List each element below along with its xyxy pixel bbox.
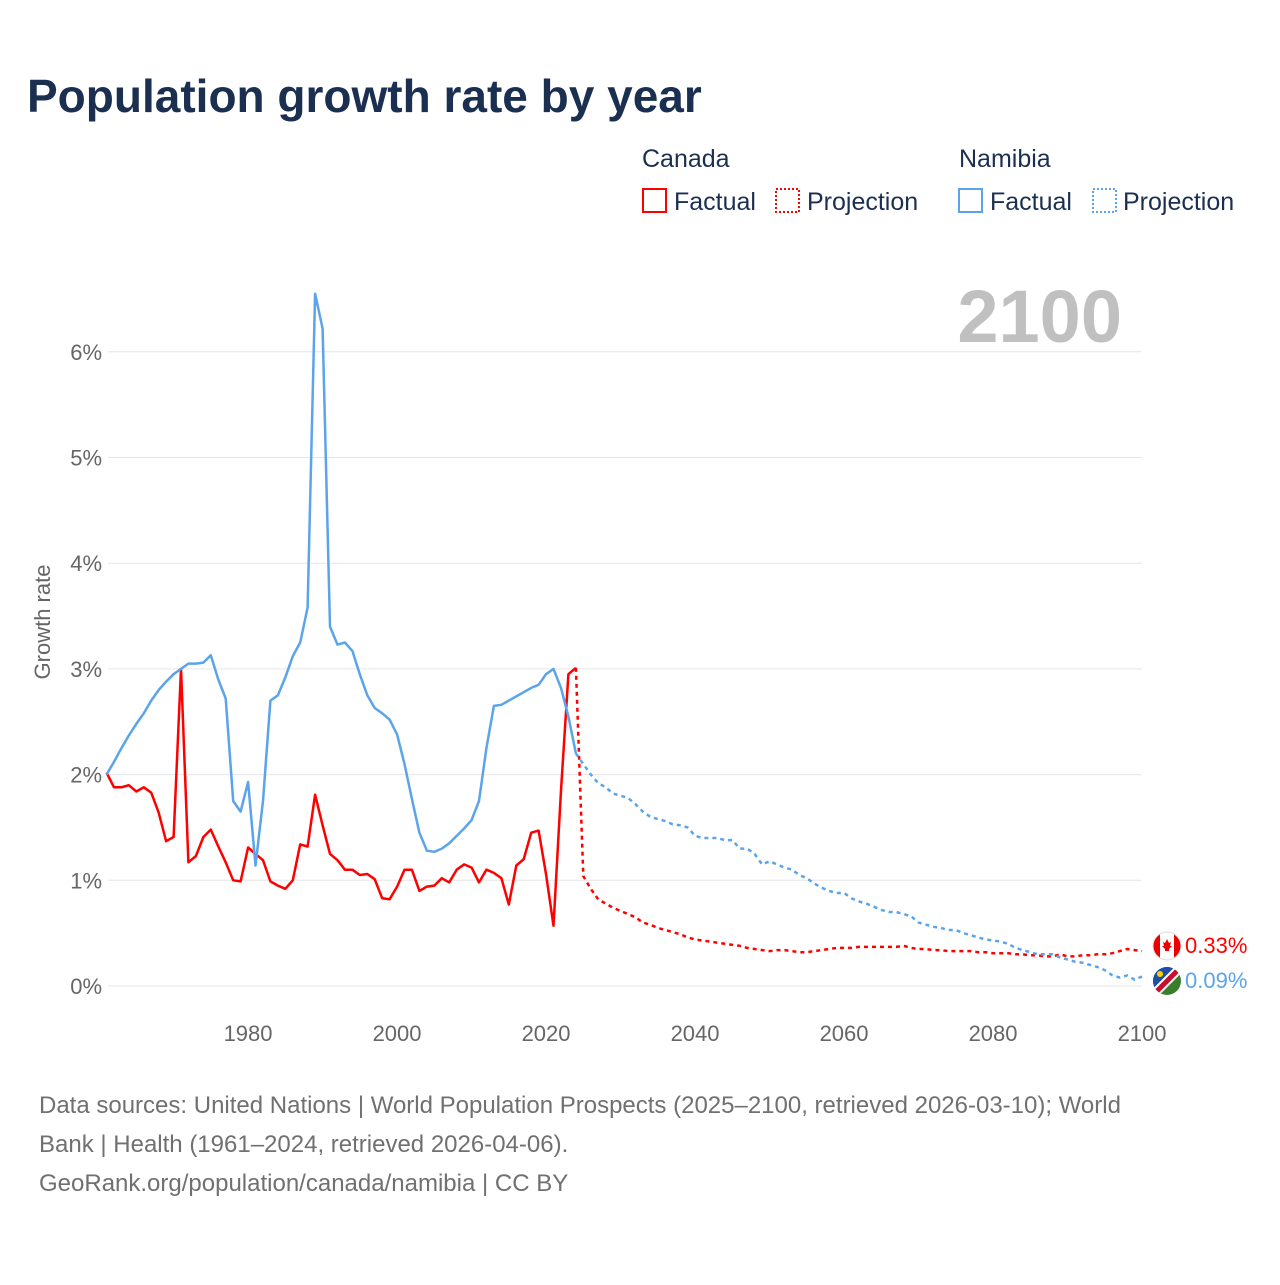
- canada-projection-line: [574, 667, 1143, 958]
- legend-namibia-projection-swatch: [1092, 188, 1117, 213]
- legend-canada-projection[interactable]: Projection: [807, 188, 918, 216]
- legend: Canada Factual Projection Namibia Factua…: [642, 145, 1234, 216]
- x-tick-label: 2060: [820, 1021, 869, 1046]
- legend-canada-factual-swatch: [642, 188, 667, 213]
- legend-canada-title: Canada: [642, 145, 730, 173]
- x-tick-label: 2100: [1118, 1021, 1167, 1046]
- grid: [108, 351, 1142, 987]
- namibia-flag-icon: [1153, 967, 1181, 995]
- x-tick-label: 2020: [522, 1021, 571, 1046]
- y-tick-label: 3%: [70, 657, 102, 682]
- y-tick-label: 0%: [70, 974, 102, 999]
- year-watermark: 2100: [957, 275, 1122, 358]
- y-tick-label: 6%: [70, 340, 102, 365]
- x-axis: 1980 2000 2020 2040 2060 2080 2100: [224, 1021, 1167, 1046]
- namibia-factual-line: [105, 292, 578, 867]
- legend-namibia-factual-swatch: [958, 188, 983, 213]
- y-axis-label: Growth rate: [30, 565, 55, 680]
- canada-flag-icon: [1153, 932, 1181, 960]
- y-tick-label: 5%: [70, 446, 102, 471]
- namibia-end-marker: 0.09%: [1153, 967, 1247, 995]
- legend-canada-factual[interactable]: Factual: [674, 188, 756, 216]
- x-tick-label: 2080: [969, 1021, 1018, 1046]
- x-tick-label: 2040: [671, 1021, 720, 1046]
- footer-sources-line2: Bank | Health (1961–2024, retrieved 2026…: [39, 1131, 568, 1158]
- legend-canada-projection-swatch: [775, 188, 800, 213]
- chart-title: Population growth rate by year: [27, 70, 702, 122]
- footer-sources-line1: Data sources: United Nations | World Pop…: [39, 1092, 1121, 1119]
- y-tick-label: 4%: [70, 551, 102, 576]
- series-lines: [105, 292, 1143, 981]
- legend-namibia-factual[interactable]: Factual: [990, 188, 1072, 216]
- namibia-projection-line: [574, 752, 1143, 981]
- canada-factual-line: [105, 666, 577, 928]
- legend-namibia-projection[interactable]: Projection: [1123, 188, 1234, 216]
- namibia-end-label: 0.09%: [1185, 968, 1247, 993]
- footer-attribution-link[interactable]: GeoRank.org/population/canada/namibia | …: [39, 1170, 568, 1197]
- legend-namibia-title: Namibia: [959, 145, 1051, 173]
- canada-end-label: 0.33%: [1185, 933, 1247, 958]
- x-tick-label: 1980: [224, 1021, 273, 1046]
- y-axis: 0% 1% 2% 3% 4% 5% 6%: [70, 340, 102, 999]
- canada-end-marker: 0.33%: [1152, 931, 1247, 961]
- y-tick-label: 2%: [70, 763, 102, 788]
- x-tick-label: 2000: [373, 1021, 422, 1046]
- y-tick-label: 1%: [70, 868, 102, 893]
